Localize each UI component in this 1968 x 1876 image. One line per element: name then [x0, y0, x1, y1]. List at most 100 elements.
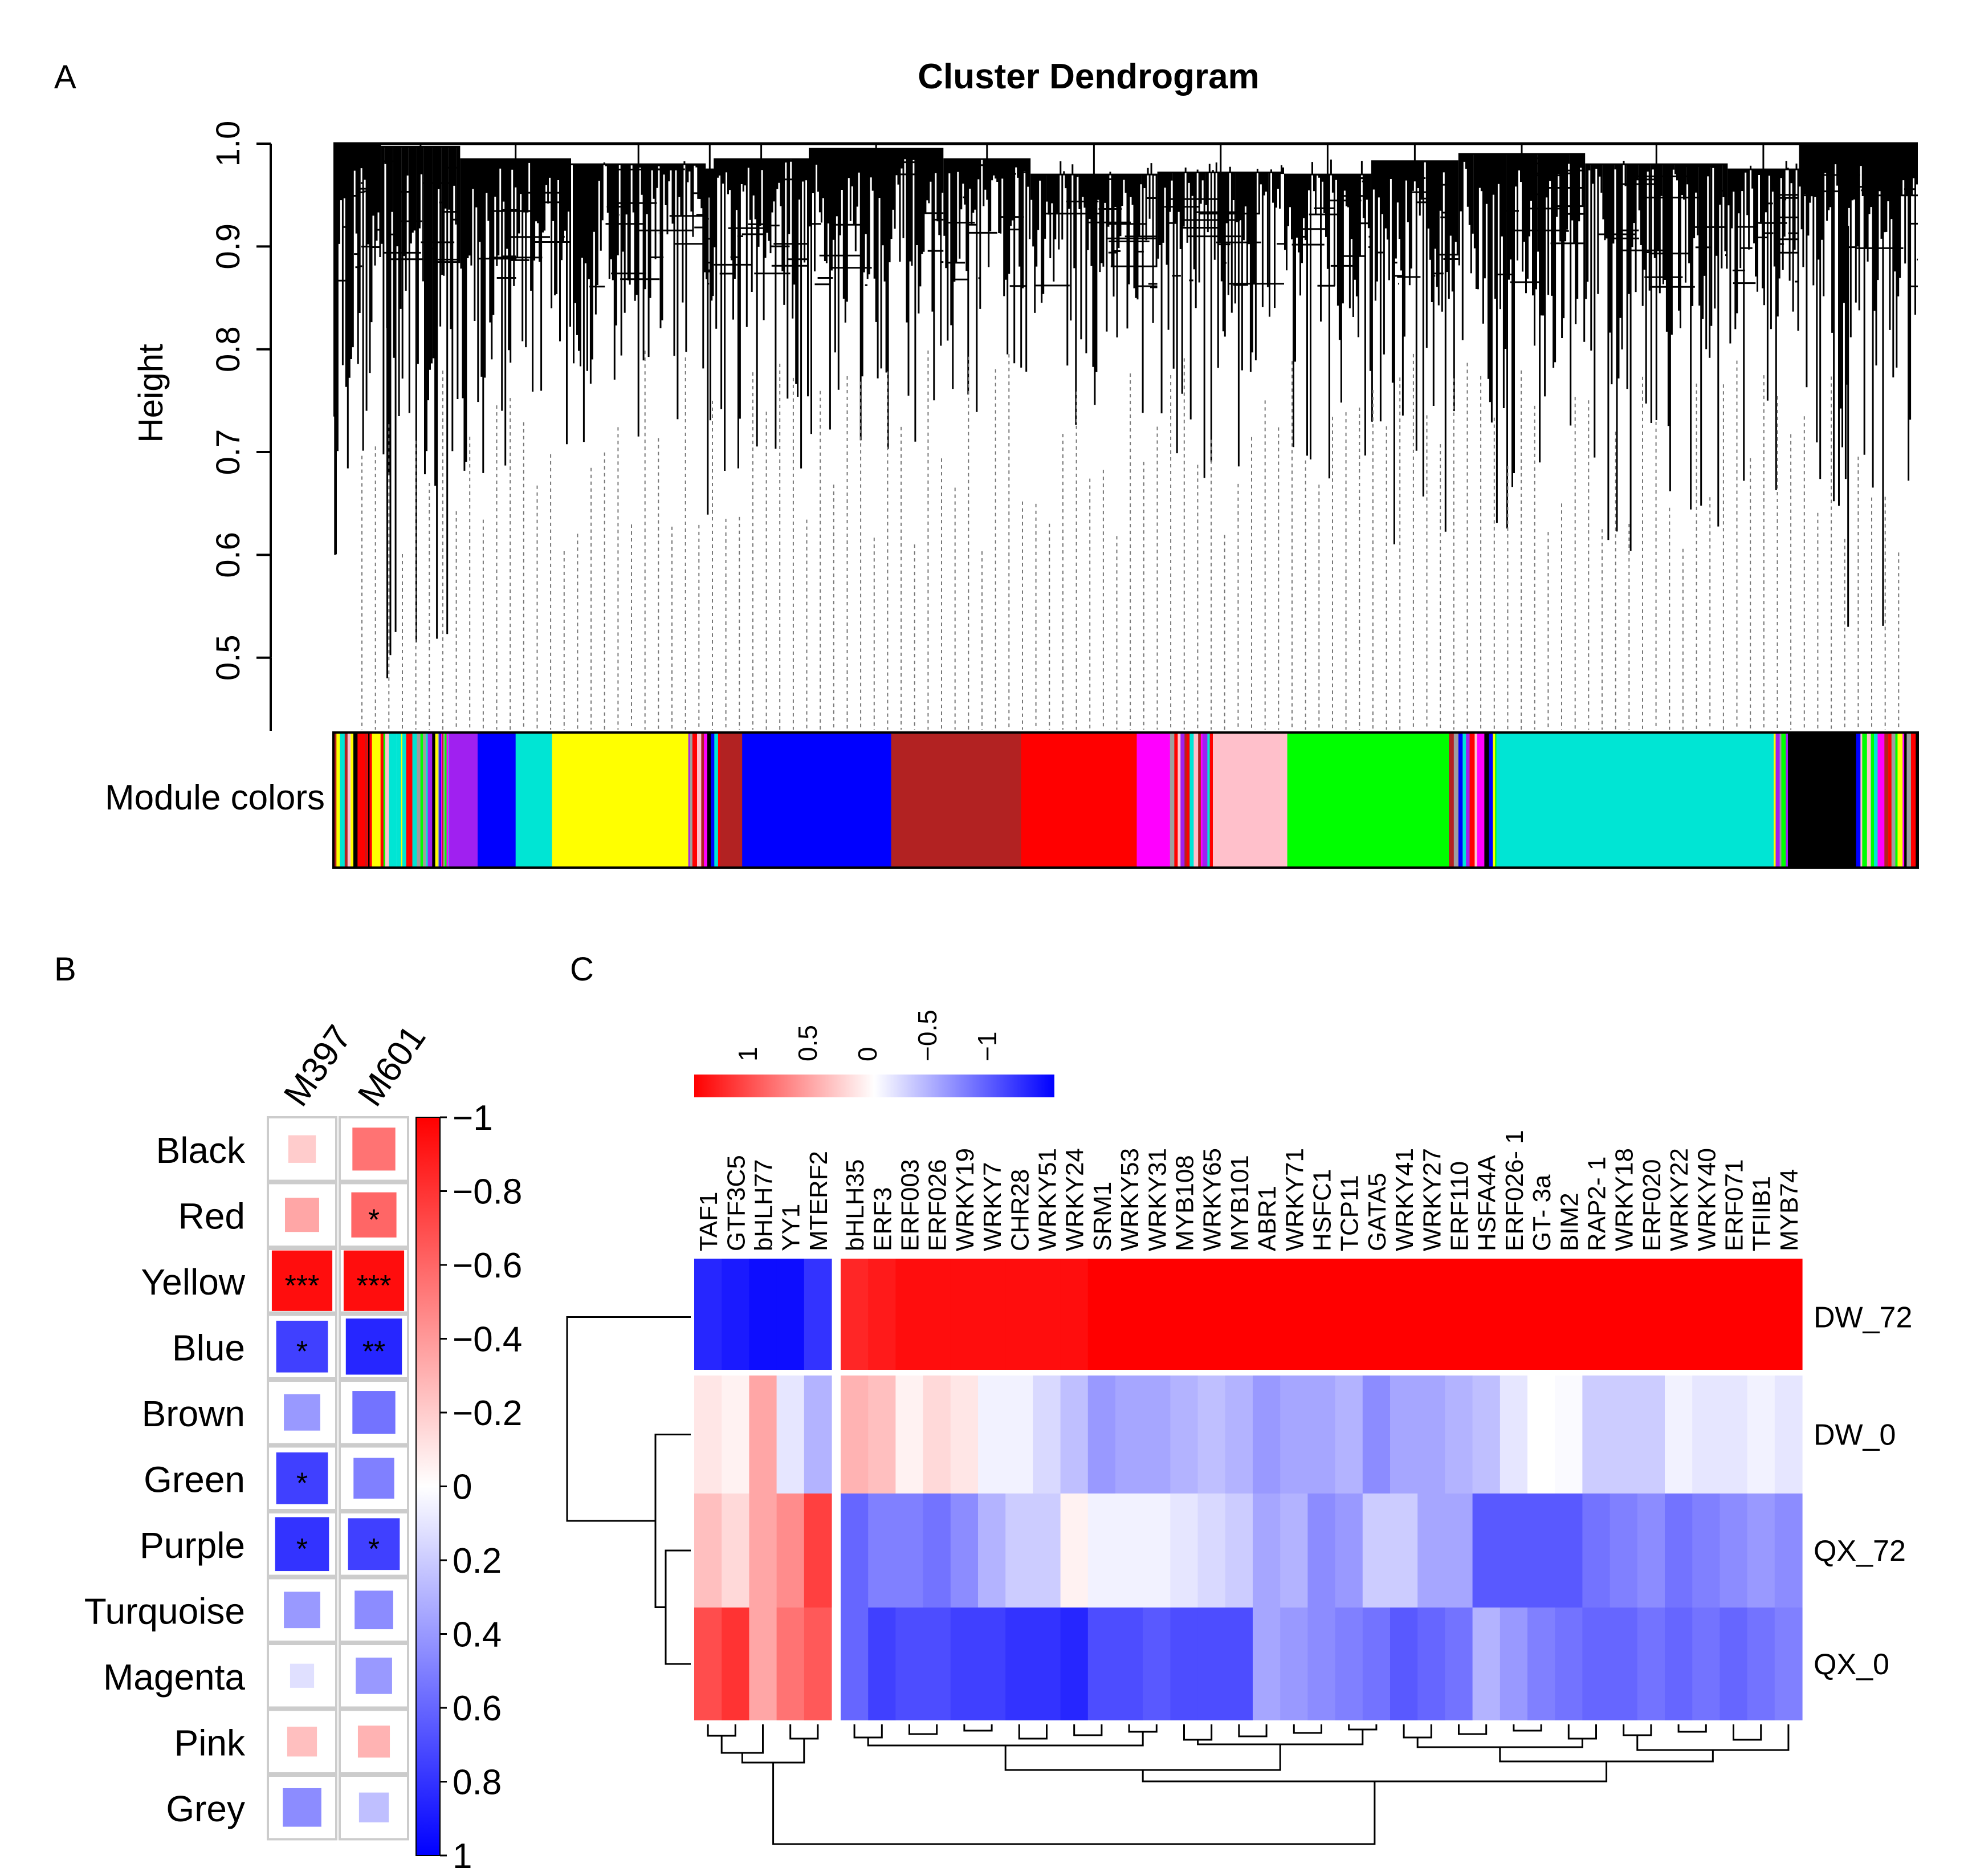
expression-cell: [1005, 1376, 1033, 1494]
module-color-stripe: [1453, 733, 1459, 868]
module-color-stripe: [396, 733, 402, 868]
trait-row-label: Pink: [174, 1722, 246, 1763]
gene-label: RAP2- 1: [1583, 1157, 1611, 1251]
colorbar-tick-label: 0.4: [453, 1615, 502, 1655]
module-color-stripe: [372, 733, 377, 868]
module-color-stripe: [704, 733, 708, 868]
module-color-stripe: [353, 733, 358, 868]
expression-cell: [1362, 1376, 1391, 1494]
module-color-stripe: [688, 733, 690, 868]
module-color-stripe: [365, 733, 367, 868]
expression-cell: [1692, 1259, 1720, 1370]
expression-cell: [1472, 1608, 1501, 1720]
dendrogram-branch: [809, 144, 944, 449]
expression-cell: [1197, 1494, 1226, 1608]
colorbar-tick-label: 1: [453, 1837, 472, 1876]
expression-cell: [1225, 1259, 1253, 1370]
module-color-stripe: [718, 733, 720, 868]
expression-cell: [841, 1608, 869, 1720]
expression-cell: [1005, 1608, 1033, 1720]
panel-label-c: C: [570, 951, 594, 988]
gene-label: GT- 3a: [1528, 1174, 1556, 1251]
expression-cell: [1033, 1494, 1061, 1608]
module-color-stripe: [385, 733, 389, 868]
dendrogram-panel: Cluster Dendrogram Height 0.50.60.70.80.…: [105, 57, 1919, 869]
expression-cell: [1610, 1608, 1638, 1720]
module-color-stripe: [389, 733, 392, 868]
expression-cell: [950, 1376, 979, 1494]
module-color-stripe: [1786, 733, 1788, 868]
expression-cell: [1747, 1494, 1775, 1608]
expression-cell: [1335, 1376, 1363, 1494]
expression-cell: [776, 1259, 805, 1370]
significance-stars: *: [296, 1335, 308, 1368]
dendrogram-branch: [1799, 144, 1918, 626]
colorbar-tick-label: 0.6: [453, 1689, 502, 1728]
trait-row-label: Brown: [142, 1393, 245, 1434]
expression-cell: [978, 1259, 1006, 1370]
expression-cells: [694, 1259, 1803, 1720]
module-color-stripe: [1477, 733, 1480, 868]
module-color-stripe: [392, 733, 397, 868]
module-color-stripe: [1209, 733, 1213, 868]
y-tick-label: 0.7: [210, 429, 247, 475]
dendrogram-branch: [1585, 144, 1728, 551]
expression-dendrograms: [566, 1316, 1790, 1845]
module-color-segment: [1788, 733, 1856, 868]
expression-cell: [1500, 1608, 1528, 1720]
significance-stars: *: [368, 1203, 380, 1236]
expression-cell: [1197, 1259, 1226, 1370]
module-color-segment: [449, 733, 478, 868]
module-color-stripe: [402, 733, 406, 868]
expression-cell: [1143, 1376, 1171, 1494]
expression-cell: [1665, 1259, 1693, 1370]
expression-cell: [1500, 1259, 1528, 1370]
gene-label: ERF026: [924, 1159, 952, 1251]
expression-cell: [1610, 1494, 1638, 1608]
module-color-stripe: [1177, 733, 1181, 868]
module-color-stripe: [1897, 733, 1903, 868]
gene-label: WRKY65: [1199, 1148, 1227, 1251]
expression-cell: [950, 1259, 979, 1370]
expression-cell: [1170, 1376, 1199, 1494]
expression-cell: [1774, 1494, 1803, 1608]
expression-cell: [1087, 1494, 1116, 1608]
expression-cell: [868, 1259, 896, 1370]
trait-cell: [356, 1657, 392, 1694]
expression-cell: [1774, 1259, 1803, 1370]
expression-cell: [1143, 1259, 1171, 1370]
colorbar-gradient: [415, 1117, 441, 1856]
gene-label: TCP11: [1336, 1175, 1364, 1251]
trait-cell: [276, 1452, 328, 1504]
panel-label-b: B: [54, 951, 76, 988]
expression-cell: [749, 1376, 777, 1494]
dendrogram-ylabel: Height: [132, 344, 170, 443]
trait-row-label: Black: [156, 1130, 246, 1171]
module-color-stripe: [1202, 733, 1208, 868]
gene-label: BIM2: [1555, 1193, 1583, 1251]
trait-cell: [351, 1192, 397, 1238]
expression-cell: [1555, 1608, 1583, 1720]
module-color-stripe: [1213, 733, 1216, 868]
expression-cell: [1417, 1608, 1445, 1720]
column-label-m397: M397: [276, 1018, 359, 1113]
trait-cell: [348, 1518, 400, 1570]
module-color-stripe: [711, 733, 715, 868]
module-color-stripe: [697, 733, 702, 868]
module-color-stripe: [377, 733, 381, 868]
trait-cell: [357, 1726, 390, 1758]
dendrogram-branch: [714, 144, 809, 471]
module-color-segment: [552, 733, 689, 868]
expression-cell: [1307, 1608, 1336, 1720]
module-color-stripe: [1775, 733, 1780, 868]
gene-label: GTF3C5: [722, 1155, 750, 1251]
colorbar-tick-label: 0: [453, 1468, 472, 1507]
expression-cell: [1033, 1376, 1061, 1494]
expression-cell: [1720, 1376, 1748, 1494]
expression-cell: [1555, 1494, 1583, 1608]
dendrogram-branch: [571, 144, 706, 442]
trait-cell: [284, 1394, 320, 1431]
expression-cell: [1005, 1259, 1033, 1370]
expression-cell: [1445, 1494, 1473, 1608]
